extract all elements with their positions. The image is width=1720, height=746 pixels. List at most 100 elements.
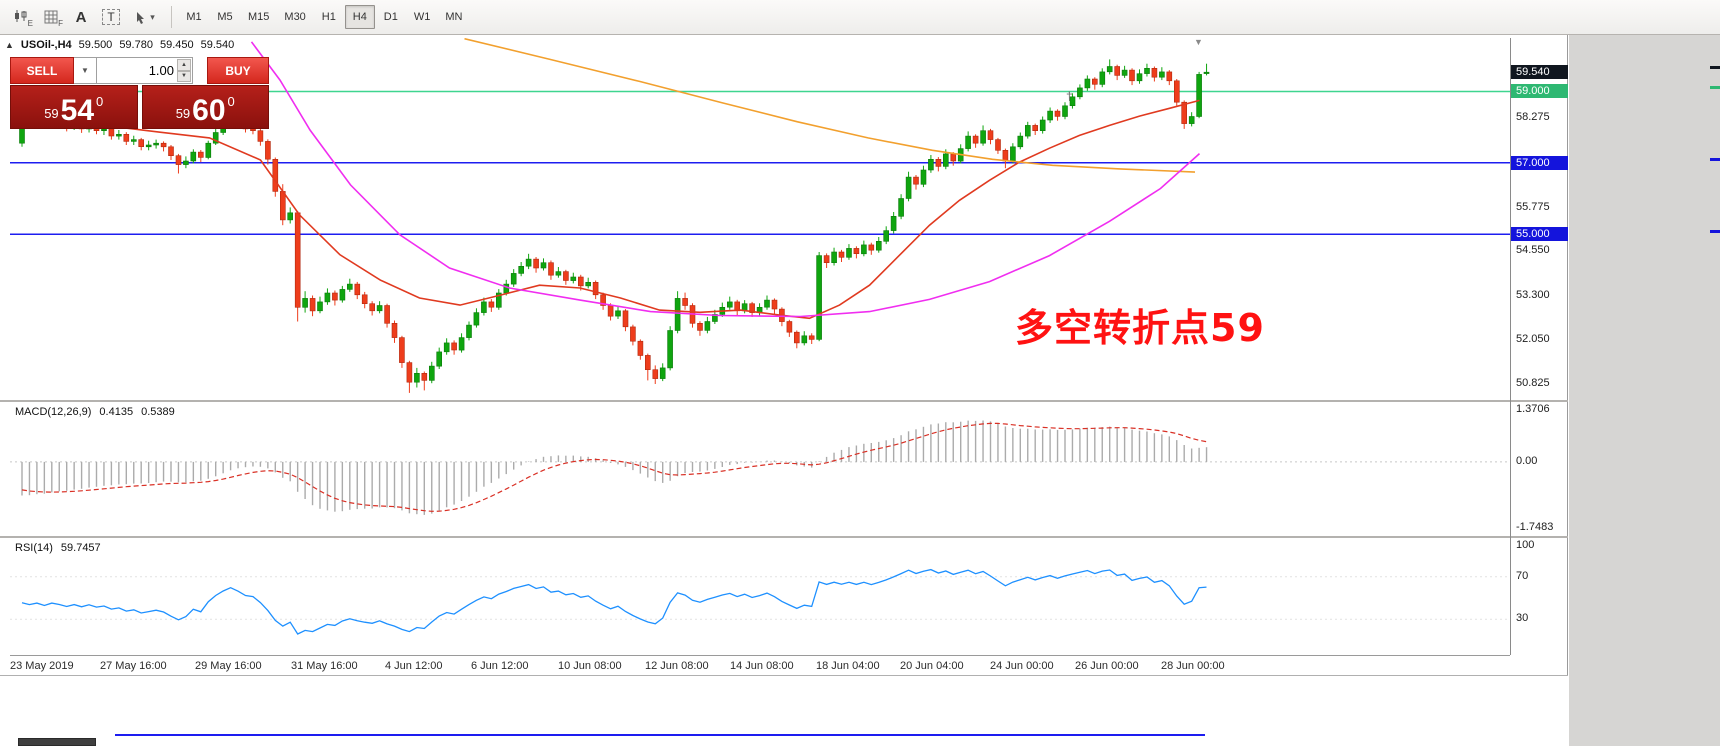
price-axis-border <box>1510 38 1511 655</box>
price-axis-label-59.000: 59.000 <box>1511 84 1568 98</box>
low-value: 59.450 <box>159 39 194 51</box>
volume-spinners: ▲ ▼ <box>177 59 191 82</box>
rsi-axis[interactable]: 100 70 30 <box>1511 539 1568 653</box>
price-axis-label-58.275: 58.275 <box>1516 111 1550 123</box>
macd-axis-label-1.3706: 1.3706 <box>1516 403 1550 415</box>
text-box-icon[interactable]: T <box>96 4 126 30</box>
rsi-panel[interactable]: RSI(14) 59.7457 <box>10 539 1510 653</box>
sell-price-pip: 0 <box>96 94 104 109</box>
price-axis-label-53.300: 53.300 <box>1516 289 1550 301</box>
date-axis-label: 26 Jun 00:00 <box>1075 660 1139 672</box>
macd-axis-label-0.00: 0.00 <box>1516 455 1538 467</box>
grid-icon-label: F <box>58 19 63 28</box>
high-value: 59.780 <box>119 39 153 51</box>
sell-price-big: 54 <box>60 93 95 127</box>
macd-axis-label--1.7483: -1.7483 <box>1516 521 1554 533</box>
date-axis-label: 29 May 16:00 <box>195 660 262 672</box>
timeframe-button-m5[interactable]: M5 <box>217 11 233 23</box>
date-axis-label: 10 Jun 08:00 <box>558 660 622 672</box>
timeframe-button-group: M1 M5 M15 M30 H1 H4 D1 W1 MN <box>179 5 469 29</box>
edge-mark-current-price <box>1710 66 1720 69</box>
date-axis-label: 27 May 16:00 <box>100 660 167 672</box>
macd-name: MACD(12,26,9) <box>15 406 92 418</box>
open-value: 59.500 <box>78 39 113 51</box>
date-axis-label: 28 Jun 00:00 <box>1161 660 1225 672</box>
date-axis-label: 4 Jun 12:00 <box>385 660 443 672</box>
price-axis-label-55.775: 55.775 <box>1516 201 1550 213</box>
rsi-value: 59.7457 <box>60 542 101 554</box>
price-axis-label-50.825: 50.825 <box>1516 377 1550 389</box>
macd-chart <box>10 420 1510 515</box>
volume-dropdown-button[interactable]: ▼ <box>74 57 97 84</box>
cursor-glyph <box>137 11 145 24</box>
panel-divider[interactable] <box>0 536 1568 538</box>
sell-price-tile[interactable]: 59 54 0 <box>10 85 138 129</box>
panel-collapse-icon[interactable]: ▲ <box>5 40 14 50</box>
rsi-axis-label-30: 30 <box>1516 612 1529 624</box>
macd-label-row: MACD(12,26,9) 0.4135 0.5389 <box>15 406 175 418</box>
date-axis-label: 20 Jun 04:00 <box>900 660 964 672</box>
date-axis-label: 31 May 16:00 <box>291 660 358 672</box>
volume-input[interactable] <box>97 58 192 83</box>
trade-price-row: 59 54 0 59 60 0 <box>10 85 269 129</box>
macd-panel[interactable]: MACD(12,26,9) 0.4135 0.5389 <box>10 403 1510 536</box>
date-axis-label: 12 Jun 08:00 <box>645 660 709 672</box>
workspace-background <box>1569 35 1720 746</box>
timeframe-button-m15[interactable]: M15 <box>248 11 270 23</box>
price-axis-label-57.000: 57.000 <box>1511 156 1568 170</box>
date-axis-label: 23 May 2019 <box>10 660 74 672</box>
chart-ohlc-header: ▲ USOil-,H4 59.500 59.780 59.450 59.540 <box>5 39 234 51</box>
candlestick-glyph <box>15 10 27 22</box>
date-axis-label: 24 Jun 00:00 <box>990 660 1054 672</box>
text-label-icon[interactable]: A <box>66 4 96 30</box>
toolbar-separator <box>171 6 172 28</box>
chart-type-icon[interactable]: E <box>6 4 36 30</box>
chart-shift-marker-icon[interactable]: ▼ <box>1194 37 1203 47</box>
timeframe-button-h1[interactable]: H1 <box>321 11 336 23</box>
timeframe-button-d1[interactable]: D1 <box>383 11 398 23</box>
price-axis-label-52.050: 52.050 <box>1516 333 1550 345</box>
dropdown-arrow-icon: ▼ <box>81 66 89 75</box>
volume-decrement-button[interactable]: ▼ <box>177 70 191 82</box>
price-axis-label-55.000: 55.000 <box>1511 227 1568 241</box>
rsi-name: RSI(14) <box>15 542 53 554</box>
macd-axis[interactable]: 1.3706 0.00 -1.7483 <box>1511 403 1568 536</box>
buy-price-pip: 0 <box>227 94 235 109</box>
volume-increment-button[interactable]: ▲ <box>177 59 191 71</box>
timeframe-button-w1[interactable]: W1 <box>413 11 431 23</box>
grid-glyph <box>44 10 57 23</box>
main-chart-plot[interactable] <box>10 38 1510 400</box>
candlestick-chart <box>10 38 1510 393</box>
panel-divider[interactable] <box>0 400 1568 402</box>
chart-annotation-text: 多空转折点59 <box>1015 306 1265 350</box>
dropdown-caret-icon: ▾ <box>150 11 155 22</box>
volume-field-wrap: ▲ ▼ <box>97 57 193 84</box>
date-axis-label: 14 Jun 08:00 <box>730 660 794 672</box>
date-axis[interactable]: 23 May 2019 27 May 16:00 29 May 16:00 31 Ma… <box>10 655 1510 675</box>
edge-mark-blue-line-55 <box>1710 230 1720 233</box>
timeframe-button-m30[interactable]: M30 <box>284 11 306 23</box>
edge-mark-blue-line-57 <box>1710 158 1720 161</box>
macd-signal-value: 0.5389 <box>141 406 175 418</box>
sell-button[interactable]: SELL <box>10 57 74 84</box>
symbol-period-label: USOil-,H4 <box>20 39 72 51</box>
price-axis[interactable]: 59.540 59.000 58.275 57.000 55.775 55.000 54.5… <box>1511 38 1568 400</box>
buy-button[interactable]: BUY <box>207 57 269 84</box>
lower-window-strip <box>0 675 1568 746</box>
grid-icon[interactable]: F <box>36 4 66 30</box>
buy-price-tile[interactable]: 59 60 0 <box>141 85 269 129</box>
price-axis-label-59.540: 59.540 <box>1511 65 1568 79</box>
rsi-chart <box>10 568 1510 635</box>
buy-price-big: 60 <box>192 93 226 127</box>
chart-window: ▲ USOil-,H4 59.500 59.780 59.450 59.540 … <box>0 35 1568 746</box>
macd-main-value: 0.4135 <box>99 406 134 418</box>
timeframe-button-h4[interactable]: H4 <box>344 5 375 29</box>
rsi-axis-label-70: 70 <box>1516 570 1529 582</box>
timeframe-button-mn[interactable]: MN <box>445 11 463 23</box>
close-value: 59.540 <box>200 39 235 51</box>
drawing-tools-icon[interactable]: ▾ <box>126 4 164 30</box>
horizontal-scrollbar-thumb[interactable] <box>18 738 96 746</box>
timeframe-button-m1[interactable]: M1 <box>186 11 202 23</box>
rsi-label-row: RSI(14) 59.7457 <box>15 542 101 554</box>
